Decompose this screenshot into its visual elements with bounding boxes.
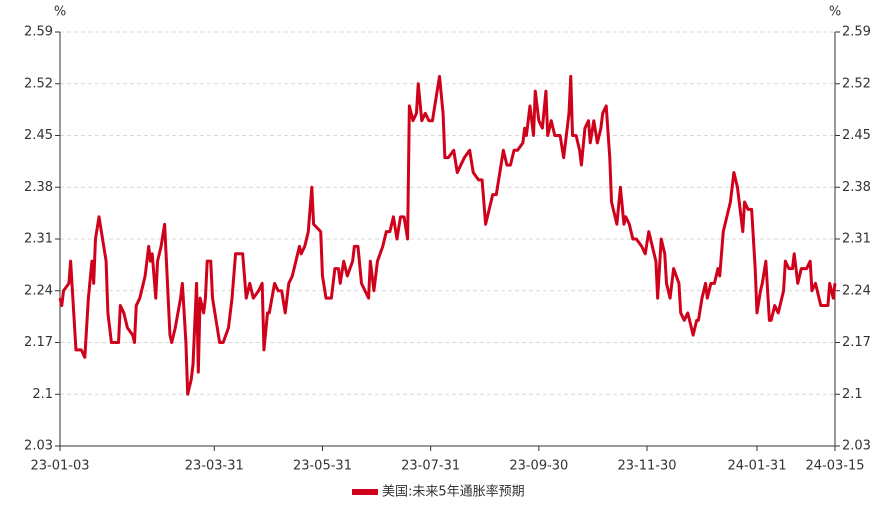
y-tick-label: 2.17: [24, 335, 53, 350]
y-tick-label: 2.52: [24, 76, 53, 91]
x-tick-label: 24-03-15: [805, 459, 864, 474]
x-tick-label: 23-03-31: [185, 459, 244, 474]
y2-tick-label: 2.38: [842, 180, 871, 195]
y-tick-label: 2.24: [24, 283, 53, 298]
y2-tick-label: 2.17: [842, 335, 871, 350]
y2-tick-label: 2.24: [842, 283, 871, 298]
x-tick-label: 23-07-31: [401, 459, 460, 474]
y-tick-label: 2.1: [32, 387, 53, 402]
x-tick-label: 23-11-30: [618, 459, 677, 474]
y2-tick-label: 2.31: [842, 232, 871, 247]
legend-swatch: [352, 489, 378, 495]
y2-tick-label: 2.1: [842, 387, 863, 402]
y2-tick-label: 2.45: [842, 128, 871, 143]
y-tick-label: 2.03: [24, 439, 53, 454]
y-unit: %: [54, 5, 66, 20]
y-tick-label: 2.31: [24, 232, 53, 247]
x-tick-label: 23-05-31: [293, 459, 352, 474]
y2-tick-label: 2.59: [842, 25, 871, 40]
y2-unit: %: [829, 5, 841, 20]
x-tick-label: 24-01-31: [727, 459, 786, 474]
y-tick-label: 2.59: [24, 25, 53, 40]
data-line: [58, 74, 837, 396]
x-tick-label: 23-01-03: [30, 459, 89, 474]
x-tick-label: 23-09-30: [509, 459, 568, 474]
y2-tick-label: 2.52: [842, 76, 871, 91]
y-tick-label: 2.45: [24, 128, 53, 143]
legend-label: 美国:未来5年通胀率预期: [382, 484, 525, 500]
y-tick-label: 2.38: [24, 180, 53, 195]
y2-tick-label: 2.03: [842, 439, 871, 454]
